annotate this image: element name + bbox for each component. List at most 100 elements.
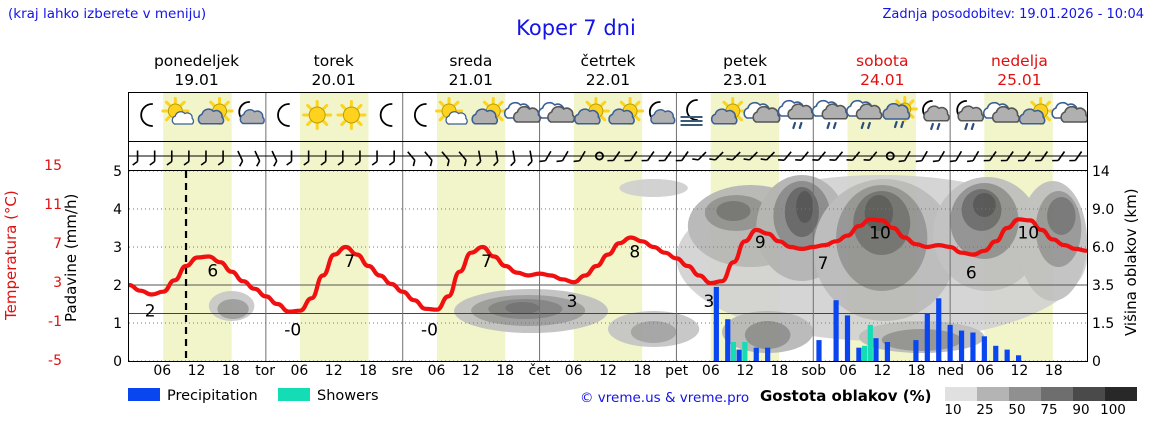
temperature-axis-label: Temperatura (°C) <box>2 190 20 320</box>
day-name: četrtek <box>580 52 636 70</box>
showers-swatch <box>278 388 310 401</box>
density-cell <box>945 387 977 401</box>
density-step-label: 100 <box>1100 402 1126 418</box>
x-tick-label: 18 <box>221 363 240 379</box>
prec-tick: 0 <box>113 354 122 370</box>
x-tick-label: 06 <box>427 363 446 379</box>
legend-precipitation: Precipitation <box>128 388 258 404</box>
svg-text:10: 10 <box>869 224 891 244</box>
prec-tick: 2 <box>113 278 122 294</box>
precipitation-axis-label: Padavine (mm/h) <box>62 193 80 322</box>
x-tick-label: 12 <box>187 363 206 379</box>
x-tick-label: 12 <box>1010 363 1029 379</box>
svg-text:-0: -0 <box>421 321 438 341</box>
x-tick-label: 18 <box>907 363 926 379</box>
meteogram-plot[interactable]: 2 6 -0 7 -0 7 3 8 3 9 7 10 6 10 <box>128 92 1088 362</box>
x-tick-label: sob <box>801 363 827 379</box>
temp-tick: 11 <box>44 197 62 213</box>
cloud-tick: 1.5 <box>1092 316 1115 332</box>
x-tick-label: pet <box>665 363 689 379</box>
day-date: 19.01 <box>174 71 219 89</box>
density-step-labels: 10 25 50 75 90 100 <box>937 402 1137 418</box>
x-tick-label: 12 <box>873 363 892 379</box>
x-tick-label: 12 <box>324 363 343 379</box>
day-date: 23.01 <box>722 71 768 89</box>
svg-text:2: 2 <box>145 302 156 322</box>
temperature-tick-labels: 15 11 7 3 -1 -5 <box>32 158 62 370</box>
density-step-label: 50 <box>1008 402 1026 418</box>
plot-svg: 2 6 -0 7 -0 7 3 8 3 9 7 10 6 10 <box>129 171 1087 361</box>
day-date: 22.01 <box>585 71 631 89</box>
x-tick-label: 06 <box>153 363 172 379</box>
svg-text:7: 7 <box>818 254 829 274</box>
density-cell <box>1009 387 1041 401</box>
cloud-tick: 6.0 <box>1092 240 1115 256</box>
page-title: Koper 7 dni <box>516 16 636 40</box>
temp-tick: 15 <box>44 158 62 174</box>
density-step-label: 25 <box>976 402 994 418</box>
x-tick-label: 06 <box>701 363 720 379</box>
svg-text:3: 3 <box>704 292 715 312</box>
location-menu-note: (kraj lahko izberete v meniju) <box>8 6 207 22</box>
density-cell <box>1041 387 1073 401</box>
day-name: sobota <box>856 52 909 70</box>
day-header-0: ponedeljek 19.01 <box>128 50 265 92</box>
day-date: 21.01 <box>448 71 494 89</box>
svg-text:7: 7 <box>481 252 492 272</box>
day-name: nedelja <box>990 52 1048 70</box>
x-tick-label: 18 <box>1044 363 1063 379</box>
svg-text:6: 6 <box>207 262 218 282</box>
x-tick-label: ned <box>937 363 965 379</box>
temp-tick: 3 <box>53 275 62 291</box>
precipitation-swatch <box>128 388 160 401</box>
x-tick-label: 06 <box>564 363 583 379</box>
prec-tick: 5 <box>113 164 122 180</box>
weather-icons-svg <box>140 93 1087 141</box>
svg-text:9: 9 <box>755 233 766 253</box>
density-step-label: 90 <box>1072 402 1090 418</box>
density-cell <box>977 387 1009 401</box>
day-header-5: sobota 24.01 <box>814 50 951 92</box>
day-header-1: torek 20.01 <box>265 50 402 92</box>
x-tick-label: čet <box>528 363 551 379</box>
svg-text:7: 7 <box>344 252 355 272</box>
plot-area: 2 6 -0 7 -0 7 3 8 3 9 7 10 6 10 <box>129 171 1087 361</box>
x-tick-label: 06 <box>976 363 995 379</box>
day-header-6: nedelja 25.01 <box>951 50 1088 92</box>
x-tick-label: 18 <box>496 363 515 379</box>
cloud-height-tick-labels: 14 9.0 6.0 3.5 1.5 0 <box>1092 160 1126 370</box>
cloud-tick: 0 <box>1092 354 1101 370</box>
wind-barbs-svg <box>129 142 1087 170</box>
x-tick-label: 12 <box>736 363 755 379</box>
copyright-link[interactable]: © vreme.us & vreme.pro <box>580 390 750 406</box>
temp-tick: -5 <box>48 353 62 369</box>
day-header-3: četrtek 22.01 <box>539 50 676 92</box>
density-color-cells <box>945 387 1137 401</box>
svg-text:6: 6 <box>966 264 977 284</box>
density-step-label: 10 <box>944 402 962 418</box>
legend-showers-label: Showers <box>317 388 379 404</box>
legend-showers: Showers <box>278 388 379 404</box>
temp-tick: 7 <box>53 236 62 252</box>
day-header-4: petek 23.01 <box>677 50 814 92</box>
cloud-tick: 3.5 <box>1092 278 1115 294</box>
cloud-tick: 9.0 <box>1092 202 1115 218</box>
day-name: petek <box>723 52 768 70</box>
density-cell <box>1105 387 1137 401</box>
day-name: sreda <box>449 52 493 70</box>
x-tick-label: 12 <box>461 363 480 379</box>
last-updated: Zadnja posodobitev: 19.01.2026 - 10:04 <box>882 7 1144 22</box>
cloud-tick: 14 <box>1092 164 1110 180</box>
svg-text:8: 8 <box>629 243 640 263</box>
density-step-label: 75 <box>1040 402 1058 418</box>
x-tick-label: 18 <box>633 363 652 379</box>
x-tick-label: 18 <box>770 363 789 379</box>
svg-text:-0: -0 <box>284 321 301 341</box>
day-date: 20.01 <box>311 71 356 89</box>
day-name: torek <box>313 52 354 70</box>
temp-tick: -1 <box>48 314 62 330</box>
x-tick-label: 06 <box>290 363 309 379</box>
precipitation-tick-labels: 5 4 3 2 1 0 <box>92 160 122 370</box>
svg-text:3: 3 <box>567 292 578 312</box>
